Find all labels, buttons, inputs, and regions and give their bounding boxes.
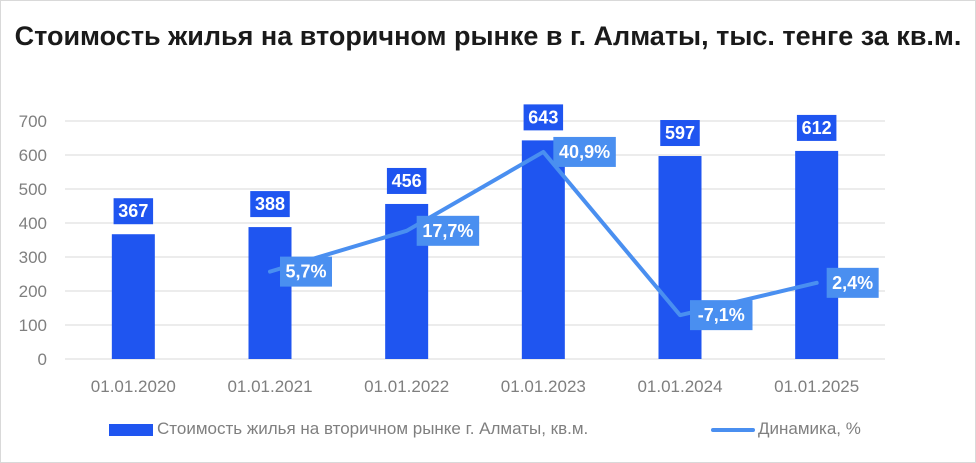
x-tick-label: 01.01.2023 <box>501 377 586 396</box>
bar-label-box <box>113 198 154 225</box>
bar-data-label: 612 <box>802 118 832 138</box>
bar-data-label: 388 <box>255 194 285 214</box>
line-data-label: 5,7% <box>285 262 326 282</box>
line-label-box <box>553 136 616 167</box>
bar <box>248 227 292 359</box>
y-tick-label: 500 <box>19 180 47 199</box>
y-tick-label: 200 <box>19 282 47 301</box>
grid-lines <box>65 120 885 360</box>
y-tick-label: 600 <box>19 146 47 165</box>
x-tick-labels: 01.01.2020 01.01.2021 01.01.2022 01.01.2023… <box>91 377 859 396</box>
x-tick-label: 01.01.2025 <box>774 377 859 396</box>
chart-title: Стоимость жилья на вторичном рынке в г. … <box>14 21 962 51</box>
line-label-box <box>416 215 480 246</box>
y-tick-label: 700 <box>19 112 47 131</box>
bar-data-label: 597 <box>665 123 695 143</box>
x-tick-label: 01.01.2022 <box>364 377 449 396</box>
y-tick-label: 0 <box>38 350 47 369</box>
line-label-box <box>690 300 753 331</box>
y-tick-label: 300 <box>19 248 47 267</box>
line-data-label: -7,1% <box>698 305 745 325</box>
bar <box>795 150 839 359</box>
x-tick-label: 01.01.2020 <box>91 377 176 396</box>
bar <box>111 234 155 359</box>
bar <box>521 140 565 359</box>
legend-line-label: Динамика, % <box>758 419 861 438</box>
legend-line-swatch <box>711 428 755 432</box>
x-tick-label: 01.01.2024 <box>637 377 722 396</box>
y-tick-label: 400 <box>19 214 47 233</box>
y-tick-label: 100 <box>19 316 47 335</box>
line-label-box <box>280 256 332 287</box>
y-tick-labels: 0 100 200 300 400 500 600 700 <box>19 112 47 369</box>
bar-label-box <box>386 167 427 194</box>
line-data-label: 2,4% <box>832 273 873 293</box>
line-label-box <box>826 267 879 298</box>
x-tick-label: 01.01.2021 <box>227 377 312 396</box>
bar-data-label: 456 <box>392 171 422 191</box>
bar-label-box <box>796 114 837 141</box>
legend-bar-swatch <box>109 424 153 436</box>
legend-bar-label: Стоимость жилья на вторичном рынке г. Ал… <box>157 419 589 438</box>
line-data-label: 40,9% <box>559 142 610 162</box>
line-data-labels: 5,7% 17,7% 40,9% -7,1% 2,4% <box>280 136 879 331</box>
bar-data-label: 367 <box>118 201 148 221</box>
bar-label-box <box>523 104 564 131</box>
bar-label-box <box>250 191 290 218</box>
bar-data-label: 643 <box>528 107 558 127</box>
line-data-label: 17,7% <box>422 221 473 241</box>
bar-data-labels: 367 388 456 643 597 612 <box>113 104 837 225</box>
bar-label-box <box>660 120 700 147</box>
